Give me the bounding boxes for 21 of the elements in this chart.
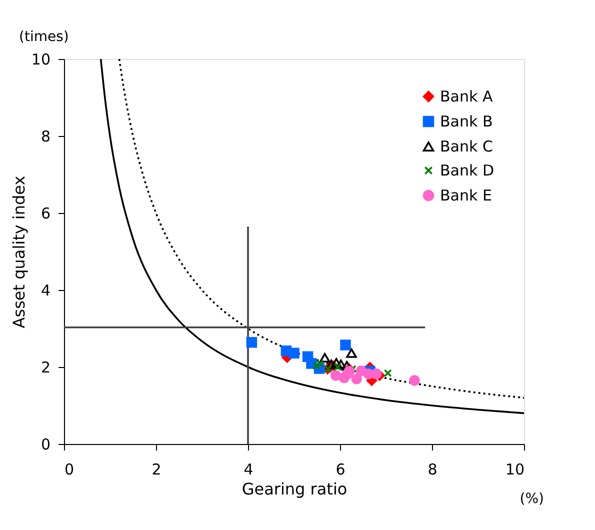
legend-label: Bank C [440, 138, 493, 156]
x-tick-label: 10 [505, 460, 524, 478]
legend-label: Bank A [440, 88, 494, 106]
y-tick-label: 8 [40, 128, 50, 146]
y-tick-label: 10 [31, 50, 50, 68]
x-tick-label: 4 [244, 460, 254, 478]
y-tick-label: 4 [40, 282, 50, 300]
y-tick-label: 6 [40, 204, 50, 222]
y-tick-label: 2 [40, 358, 50, 376]
legend-label: Bank E [440, 186, 492, 204]
x-tick-label: 0 [64, 460, 74, 478]
y-tick-label: 0 [40, 436, 50, 454]
y-axis-title: Asset quality index [9, 176, 28, 328]
x-tick-label: 8 [428, 460, 438, 478]
x-tick-label: 2 [152, 460, 162, 478]
text: (times) [19, 29, 69, 45]
legend-label: Bank B [440, 112, 493, 130]
legend-label: Bank D [440, 162, 494, 180]
x-tick-label: 6 [336, 460, 346, 478]
text: (%) [520, 491, 544, 507]
x-axis-title: Gearing ratio [242, 480, 348, 498]
